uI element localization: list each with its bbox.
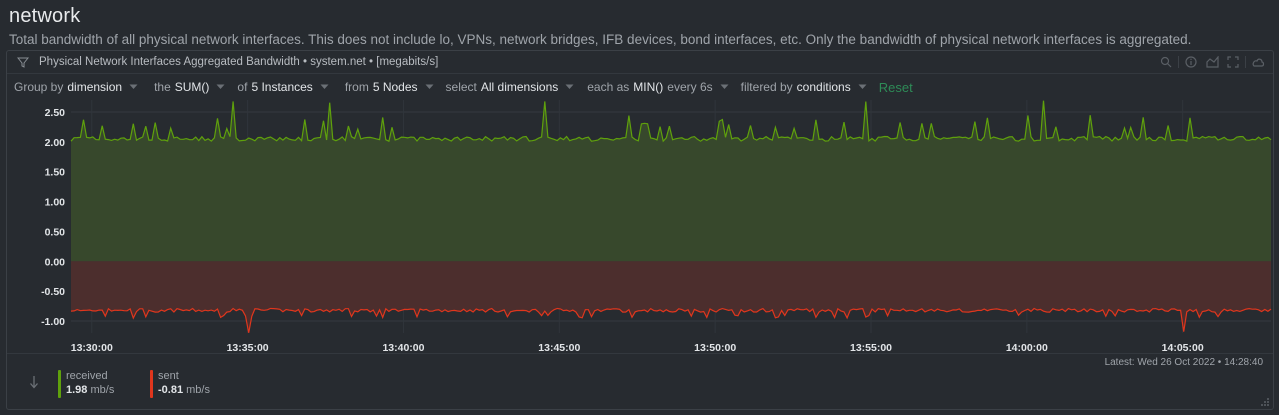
y-tick-label: 1.50 — [45, 167, 66, 179]
chevron-down-icon — [216, 84, 225, 89]
resize-handle-icon[interactable] — [1260, 397, 1270, 407]
legend-value: 1.98 mb/s — [66, 384, 115, 396]
zoom-icon[interactable] — [1157, 55, 1175, 69]
network-icon — [17, 57, 29, 68]
group-by-dropdown[interactable]: Group by dimension — [14, 80, 138, 94]
x-tick-label: 14:00:00 — [1006, 342, 1048, 352]
x-tick-label: 13:40:00 — [382, 342, 424, 352]
chart-legend: Latest: Wed 26 Oct 2022 • 14:28:40 recei… — [7, 353, 1273, 410]
y-tick-label: 1.00 — [45, 197, 66, 209]
chevron-down-icon — [565, 84, 574, 89]
x-tick-label: 13:55:00 — [850, 342, 892, 352]
chart-type-icon[interactable] — [1203, 55, 1221, 69]
chevron-down-icon — [720, 84, 729, 89]
x-tick-label: 13:30:00 — [71, 342, 113, 352]
bandwidth-chart[interactable]: 2.50 2.00 1.50 1.00 0.50 0.00 -0.50 -1.00 13:30:… — [7, 100, 1273, 352]
section-title: network — [9, 5, 81, 27]
latest-timestamp: Latest: Wed 26 Oct 2022 • 14:28:40 — [1104, 357, 1263, 368]
legend-value: -0.81 mb/s — [158, 384, 210, 396]
x-tick-label: 13:50:00 — [694, 342, 736, 352]
dimensions-dropdown[interactable]: select All dimensions — [446, 80, 575, 94]
series-line-sent — [70, 307, 1272, 333]
aggregation-dropdown[interactable]: the SUM() — [154, 80, 225, 94]
info-icon[interactable] — [1182, 55, 1200, 69]
nodes-dropdown[interactable]: from 5 Nodes — [345, 80, 434, 94]
legend-color-received — [58, 370, 61, 398]
legend-label: received — [66, 370, 108, 382]
y-tick-label: 2.00 — [45, 137, 66, 149]
chevron-down-icon — [425, 84, 434, 89]
arrow-down-icon[interactable] — [29, 375, 39, 389]
chevron-down-icon — [129, 84, 138, 89]
chart-card: Physical Network Interfaces Aggregated B… — [6, 50, 1274, 410]
series-line-received — [70, 100, 1272, 143]
y-tick-label: 0.00 — [45, 256, 66, 268]
section-description: Total bandwidth of all physical network … — [9, 32, 1192, 47]
x-tick-label: 13:35:00 — [227, 342, 269, 352]
legend-item-received[interactable]: received 1.98 mb/s — [58, 370, 114, 398]
y-tick-label: 0.50 — [45, 226, 66, 238]
x-tick-label: 14:05:00 — [1162, 342, 1204, 352]
cloud-icon[interactable] — [1249, 55, 1267, 69]
x-tick-label: 13:45:00 — [538, 342, 580, 352]
time-aggregation-dropdown[interactable]: each as MIN() every 6s — [587, 80, 729, 94]
chevron-down-icon — [320, 84, 329, 89]
series-area-sent — [71, 261, 1271, 333]
legend-label: sent — [158, 370, 179, 382]
y-tick-label: -0.50 — [41, 286, 65, 298]
legend-color-sent — [150, 370, 153, 398]
y-tick-label: 2.50 — [45, 107, 66, 119]
legend-item-sent[interactable]: sent -0.81 mb/s — [150, 370, 210, 398]
y-tick-label: -1.00 — [41, 316, 65, 328]
chevron-down-icon — [858, 84, 867, 89]
fullscreen-icon[interactable] — [1224, 55, 1242, 69]
chart-title: Physical Network Interfaces Aggregated B… — [39, 56, 439, 68]
reset-button[interactable]: Reset — [878, 79, 913, 95]
filter-dropdown[interactable]: filtered by conditions — [741, 80, 867, 94]
chart-toolbar: Group by dimension the SUM() of 5 Instances… — [7, 74, 1273, 100]
chart-header: Physical Network Interfaces Aggregated B… — [7, 51, 1273, 74]
instances-dropdown[interactable]: of 5 Instances — [237, 80, 329, 94]
series-area-received — [71, 100, 1271, 262]
